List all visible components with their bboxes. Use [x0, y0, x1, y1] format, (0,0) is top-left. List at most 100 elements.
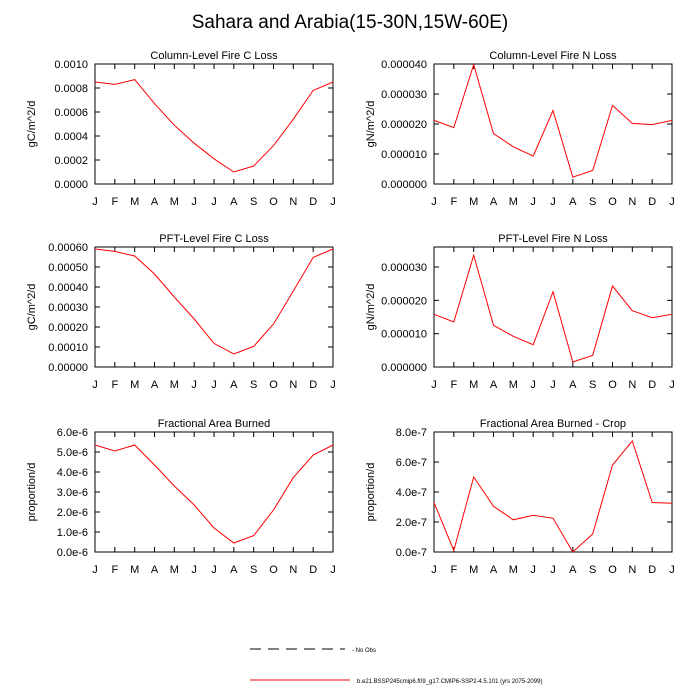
- x-tick-label: J: [669, 379, 675, 391]
- y-tick-label: 0.000010: [381, 149, 427, 161]
- y-tick-label: 4.0e-7: [396, 487, 427, 499]
- x-tick-label: J: [191, 196, 197, 208]
- x-tick-label: J: [669, 564, 675, 576]
- x-tick-label: A: [151, 564, 159, 576]
- y-tick-label: 0.000030: [381, 262, 427, 274]
- x-tick-label: J: [530, 379, 536, 391]
- x-tick-label: O: [608, 379, 617, 391]
- x-tick-label: S: [250, 379, 257, 391]
- x-tick-label: J: [92, 196, 98, 208]
- panel-title: Fractional Area Burned: [158, 418, 271, 430]
- y-tick-label: 0.0e-7: [396, 547, 427, 559]
- x-tick-label: A: [230, 379, 238, 391]
- x-tick-label: N: [628, 564, 636, 576]
- y-axis-label: gC/m^2/d: [26, 101, 38, 148]
- x-tick-label: M: [170, 379, 179, 391]
- panel-title: PFT-Level Fire C Loss: [159, 233, 269, 245]
- legend-obs-label: - No Obs: [352, 648, 376, 654]
- plot-frame: [94, 431, 334, 553]
- x-tick-label: M: [469, 196, 478, 208]
- x-tick-label: A: [490, 564, 498, 576]
- x-tick-label: A: [230, 196, 238, 208]
- y-tick-label: 3.0e-6: [57, 487, 88, 499]
- x-tick-label: J: [669, 196, 675, 208]
- x-tick-label: M: [509, 379, 518, 391]
- x-tick-label: A: [151, 379, 159, 391]
- x-tick-label: M: [469, 379, 478, 391]
- legend: - No Obs b.e21.BSSP245cmip6.f09_g17.CMIP…: [250, 648, 542, 685]
- x-tick-label: A: [569, 196, 577, 208]
- x-tick-label: A: [230, 564, 238, 576]
- x-tick-label: J: [92, 379, 98, 391]
- x-tick-label: F: [450, 379, 457, 391]
- x-tick-label: N: [289, 564, 297, 576]
- y-tick-label: 0.000000: [381, 362, 427, 374]
- y-tick-label: 6.0e-7: [396, 457, 427, 469]
- x-tick-label: S: [589, 196, 596, 208]
- x-tick-label: J: [530, 564, 536, 576]
- y-tick-label: 4.0e-6: [57, 467, 88, 479]
- y-axis-label: proportion/d: [365, 463, 377, 522]
- x-tick-label: D: [648, 379, 656, 391]
- x-tick-label: D: [309, 564, 317, 576]
- x-tick-label: F: [111, 564, 118, 576]
- series-line: [94, 79, 334, 173]
- x-tick-label: J: [330, 564, 336, 576]
- series-line: [433, 253, 673, 363]
- y-tick-label: 2.0e-6: [57, 507, 88, 519]
- x-tick-label: M: [130, 379, 139, 391]
- y-tick-label: 0.0006: [54, 107, 88, 119]
- x-tick-label: J: [431, 379, 437, 391]
- x-tick-label: S: [250, 564, 257, 576]
- series-line: [433, 439, 673, 553]
- x-tick-label: S: [589, 379, 596, 391]
- x-tick-label: J: [431, 196, 437, 208]
- x-tick-label: M: [469, 564, 478, 576]
- x-tick-label: N: [289, 379, 297, 391]
- x-tick-label: M: [509, 564, 518, 576]
- y-tick-label: 0.000020: [381, 119, 427, 131]
- plot-frame: [433, 246, 673, 368]
- x-tick-label: O: [269, 379, 278, 391]
- x-tick-label: D: [648, 564, 656, 576]
- y-tick-label: 0.00040: [48, 282, 88, 294]
- y-tick-label: 0.00000: [48, 362, 88, 374]
- legend-model-label: b.e21.BSSP245cmip6.f09_g17.CMIP6-SSP2-4.…: [357, 679, 542, 685]
- y-tick-label: 0.000000: [381, 179, 427, 191]
- y-tick-label: 2.0e-7: [396, 517, 427, 529]
- x-tick-label: N: [289, 196, 297, 208]
- x-tick-label: N: [628, 379, 636, 391]
- x-tick-label: M: [170, 564, 179, 576]
- x-tick-label: O: [608, 564, 617, 576]
- x-tick-label: D: [648, 196, 656, 208]
- y-tick-label: 0.0004: [54, 131, 88, 143]
- plot-frame: [94, 63, 334, 185]
- y-tick-label: 0.000040: [381, 59, 427, 71]
- y-tick-label: 0.00060: [48, 242, 88, 254]
- x-tick-label: S: [589, 564, 596, 576]
- panel-title: PFT-Level Fire N Loss: [498, 233, 608, 245]
- x-tick-label: J: [330, 196, 336, 208]
- x-tick-label: J: [550, 196, 556, 208]
- x-tick-label: A: [151, 196, 159, 208]
- x-tick-label: F: [111, 196, 118, 208]
- x-tick-label: M: [130, 564, 139, 576]
- y-tick-label: 0.0e-6: [57, 547, 88, 559]
- y-tick-label: 0.00020: [48, 322, 88, 334]
- y-tick-label: 8.0e-7: [396, 427, 427, 439]
- x-tick-label: J: [191, 379, 197, 391]
- x-tick-label: D: [309, 379, 317, 391]
- series-line: [433, 62, 673, 178]
- x-tick-label: J: [92, 564, 98, 576]
- x-tick-label: J: [550, 379, 556, 391]
- x-tick-label: A: [490, 379, 498, 391]
- x-tick-label: J: [330, 379, 336, 391]
- x-tick-label: N: [628, 196, 636, 208]
- x-tick-label: J: [211, 379, 217, 391]
- y-tick-label: 0.000030: [381, 89, 427, 101]
- x-tick-label: J: [530, 196, 536, 208]
